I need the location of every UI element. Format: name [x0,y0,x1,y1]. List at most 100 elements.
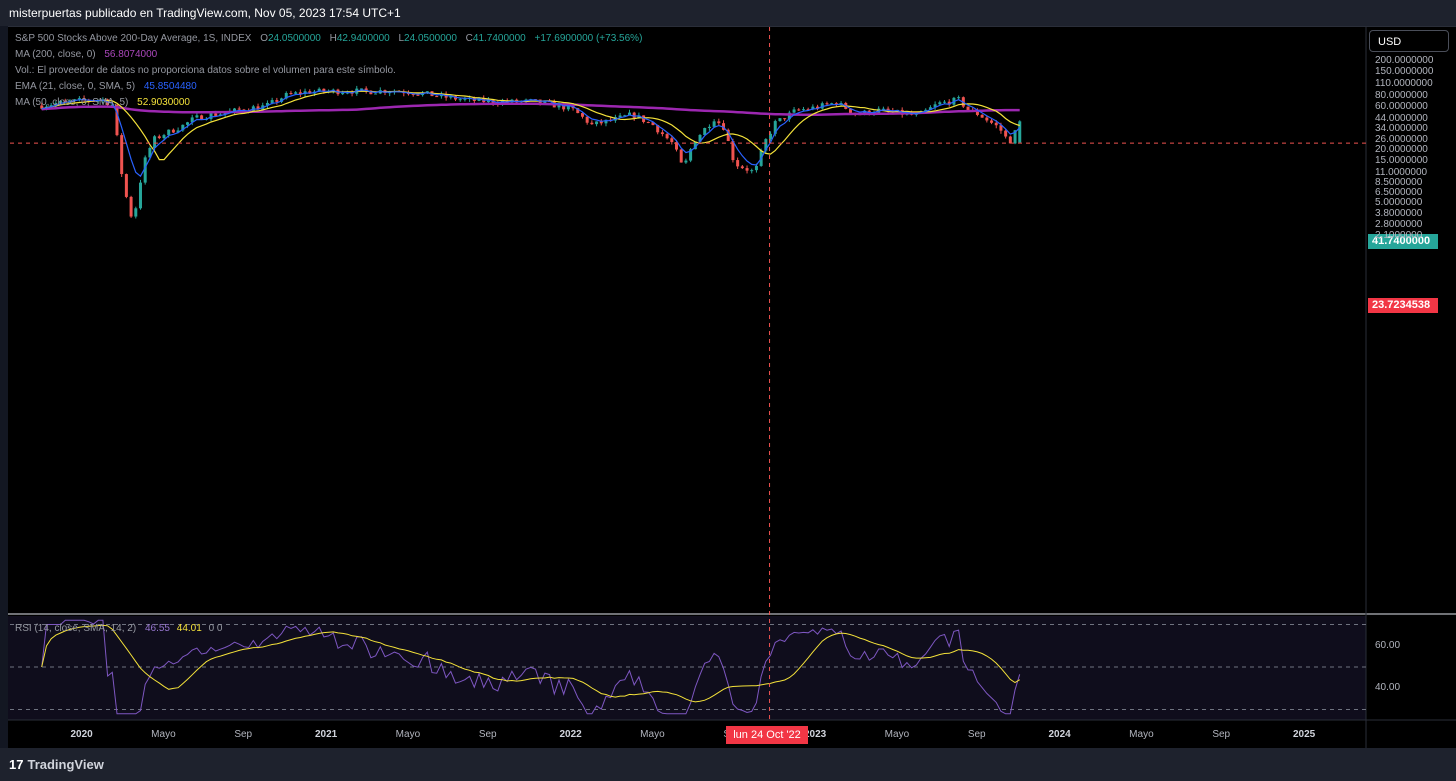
candle-body [646,121,650,123]
candle-body [769,133,773,140]
candle-body [637,115,641,118]
legend-row-ma50[interactable]: MA (50, close, 0, SMA, 5) 52.9030000 [15,97,190,108]
candle-body [120,135,124,175]
candle-body [811,106,815,110]
candle-body [162,135,166,139]
candle-body [77,98,81,100]
ema21-value: 45.8504480 [143,81,197,92]
candle-body [115,104,119,136]
rsi-ma-line [41,624,1020,703]
price-tick-label: 3.8000000 [1375,207,1423,219]
legend-row-ema21[interactable]: EMA (21, close, 0, SMA, 5) 45.8504480 [15,81,197,92]
candle-body [200,115,204,120]
price-tick-label: 200.0000000 [1375,55,1434,66]
candle-body [1018,121,1022,143]
close-value: 41.7400000 [472,33,526,44]
rsi-label: RSI (14, close, SMA, 14, 2) [15,623,137,634]
price-tick-label: 80.0000000 [1375,90,1428,102]
candle-body [153,136,157,149]
low-label: L [398,33,405,44]
candle-body [660,132,664,135]
candle-body [783,118,787,120]
candle-body [679,149,683,163]
candle-body [341,92,345,95]
rsi-tick-label: 60.00 [1375,639,1401,651]
low-value: 24.0500000 [404,33,457,44]
volume-note: Vol.: El proveedor de datos no proporcio… [15,65,396,76]
candle-body [566,105,570,110]
open-value: 24.0500000 [268,33,321,44]
candle-body [722,123,726,130]
candle-body [63,100,67,102]
candle-body [82,98,86,100]
candle-body [501,100,505,105]
ema21-label: EMA (21, close, 0, SMA, 5) [15,81,136,92]
candle-body [214,113,218,116]
candle-body [477,98,481,101]
price-tick-label: 2.8000000 [1375,219,1423,231]
candle-body [186,122,190,125]
time-tick-label: Mayo [395,729,421,740]
candle-body [265,102,269,106]
candle-body [364,88,368,91]
candle-body [59,100,63,104]
price-tick-label: 26.0000000 [1375,133,1428,145]
price-tick-label: 2.1000000 [1375,230,1423,242]
candle-body [816,106,820,109]
candle-body [195,115,199,118]
candle-body [651,122,655,126]
candle-body [994,122,998,126]
candle-body [190,117,194,123]
rsi-pane-bg [8,616,1366,720]
candle-body [580,113,584,117]
rsi-extra: 0 0 [208,623,223,634]
candle-body [416,94,420,96]
price-tick-label: 44.0000000 [1375,113,1428,125]
candle-body [848,108,852,113]
candle-body [806,109,810,111]
candle-body [750,170,754,172]
ma200-value: 56.8074000 [104,49,158,60]
candle-body [698,135,702,142]
tradingview-logo[interactable]: 17 TradingView [9,757,104,772]
candle-body [820,103,824,109]
candle-body [825,103,829,105]
candle-body [557,104,561,108]
ma50-value: 52.9030000 [137,97,190,108]
high-label: H [329,33,337,44]
candle-body [670,138,674,143]
candle-body [881,108,885,110]
currency-button[interactable]: USD [1369,30,1449,52]
candle-body [689,149,693,161]
candle-body [938,102,942,105]
candle-body [1008,136,1012,144]
candle-body [407,93,410,95]
legend-row-volume: Vol.: El proveedor de datos no proporcio… [15,65,396,76]
ma50-line [41,90,1020,161]
legend-row-rsi[interactable]: RSI (14, close, SMA, 14, 2) 46.55 44.01 … [15,623,222,634]
candle-body [618,115,622,118]
candle-body [54,103,58,106]
candle-body [736,160,740,167]
candle-body [322,88,326,92]
footer-bar: 17 TradingView [0,748,1456,781]
legend-row-ma200[interactable]: MA (200, close, 0) 56.8074000 [15,49,157,60]
publish-title: misterpuertas publicado en TradingView.c… [9,6,401,20]
candle-body [731,140,735,161]
candle-body [275,100,279,102]
candle-body [712,121,716,127]
ma50-label: MA (50, close, 0, SMA, 5) [15,97,129,108]
rsi-ma-value: 44.01 [176,623,202,634]
cursor-date-tag: lun 24 Oct '22 [726,726,808,744]
candle-body [458,99,462,101]
candle-body [585,116,589,123]
high-value: 42.9400000 [336,33,390,44]
candle-body [449,96,453,98]
rsi-tick-label: 40.00 [1375,682,1401,694]
candle-body [157,136,161,139]
rsi-pane [41,619,1021,715]
candle-body [209,113,213,119]
candle-body [167,129,171,136]
candle-body [176,130,180,133]
